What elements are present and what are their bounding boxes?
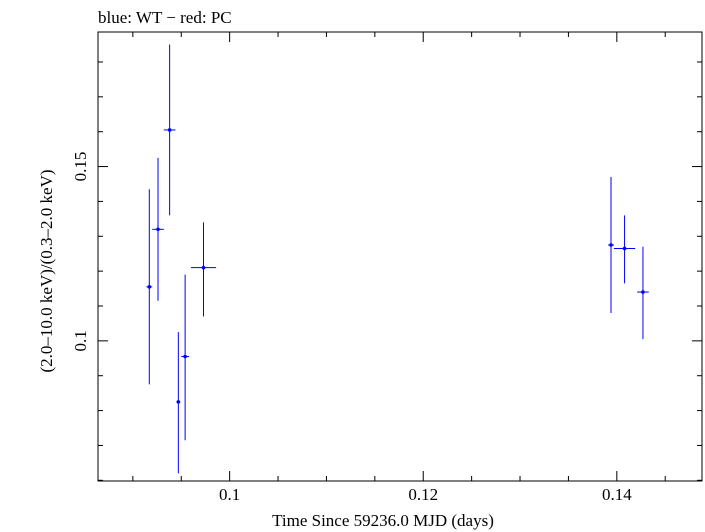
data-point — [146, 189, 153, 385]
data-point — [613, 215, 636, 284]
data-point — [176, 332, 181, 474]
plot-frame — [97, 31, 703, 482]
x-tick-label: 0.14 — [602, 485, 632, 504]
chart-title: blue: WT − red: PC — [98, 8, 232, 27]
x-tick-label: 0.12 — [408, 485, 438, 504]
x-axis-label: Time Since 59236.0 MJD (days) — [272, 511, 494, 530]
x-tick-label: 0.1 — [219, 485, 240, 504]
axis-tick-labels: 0.1 0.12 0.14 0.1 0.15 — [71, 152, 632, 504]
data-point — [608, 177, 614, 313]
point-marker — [167, 128, 172, 132]
point-marker — [156, 227, 160, 232]
point-marker — [183, 354, 187, 359]
data-point — [181, 274, 189, 441]
y-tick-label: 0.1 — [71, 330, 90, 351]
data-point — [637, 246, 649, 340]
point-marker — [201, 265, 206, 270]
data-point — [152, 157, 164, 301]
point-marker — [147, 285, 152, 289]
data-point — [163, 44, 176, 216]
axis-ticks — [98, 32, 702, 481]
data-point — [190, 222, 217, 317]
point-marker — [176, 400, 181, 404]
point-marker — [641, 290, 645, 294]
y-tick-label: 0.15 — [71, 152, 90, 182]
point-marker — [609, 243, 613, 247]
y-axis-label: (2.0–10.0 keV)/(0.3–2.0 keV) — [37, 169, 56, 372]
data-points — [146, 44, 649, 474]
point-marker — [622, 246, 627, 251]
